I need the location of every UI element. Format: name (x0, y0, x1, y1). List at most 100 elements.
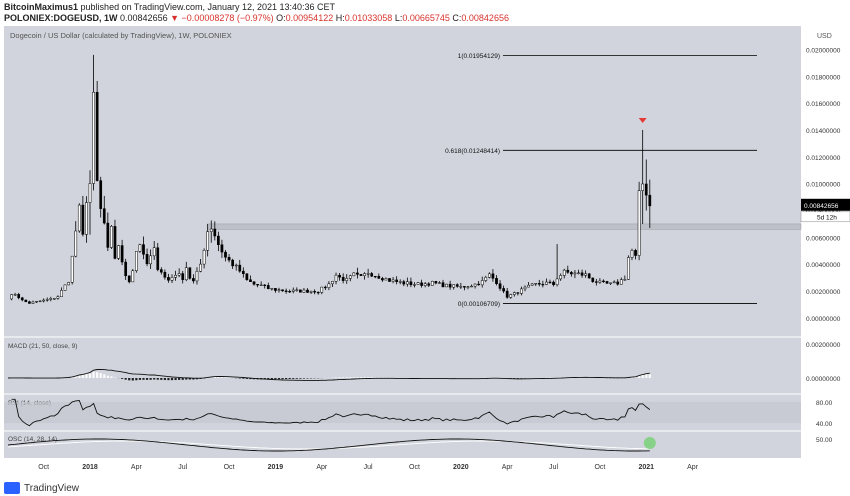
macd-tick-label: 0.00000000 (806, 376, 841, 383)
fib-label: 1(0.01954129) (458, 53, 500, 60)
osc-label: OSC (14, 28, 14) (8, 436, 57, 443)
price-change: −0.00008278 (−0.97%) (181, 13, 274, 23)
macd-histogram-bar (88, 373, 92, 378)
candle-body (381, 278, 384, 281)
candle-body (516, 292, 520, 294)
candle-body (266, 285, 270, 289)
candle-body (619, 279, 623, 285)
low-value: 0.00665745 (402, 13, 450, 23)
candle-body (366, 273, 370, 275)
candle-body (249, 279, 252, 283)
macd-histogram-bar (641, 374, 644, 378)
candle-body (405, 281, 409, 285)
candle-body (502, 288, 505, 292)
candle-body (209, 228, 213, 232)
macd-histogram-bar (142, 378, 145, 380)
candle-body (159, 269, 163, 273)
candle-body (413, 284, 416, 286)
candle-body (570, 272, 573, 275)
macd-histogram-bar (103, 374, 106, 378)
macd-histogram-bar (113, 377, 117, 378)
candle-body (217, 235, 220, 245)
macd-histogram-bar (145, 378, 149, 380)
time-tick-label: Oct (594, 464, 605, 471)
candle-body (163, 271, 167, 278)
candle-body (31, 301, 35, 304)
time-tick-label: 2021 (638, 464, 654, 471)
macd-histogram-bar (342, 377, 345, 378)
macd-histogram-bar (99, 373, 102, 378)
candle-body (388, 278, 391, 282)
high-value: 0.01033058 (344, 13, 393, 23)
candle-body (120, 245, 124, 263)
high-label: H: (335, 13, 345, 23)
macd-histogram-bar (292, 378, 295, 379)
macd-histogram-bar (217, 376, 220, 378)
down-triangle-icon (638, 117, 647, 123)
open-label: O: (276, 13, 286, 23)
candle-body (577, 272, 580, 274)
candle-body (363, 273, 366, 276)
macd-histogram-bar (153, 378, 156, 380)
macd-histogram-bar (167, 378, 170, 381)
candle-body (505, 290, 509, 298)
osc-line (7, 438, 650, 452)
countdown-tag-bg (800, 211, 850, 223)
macd-histogram-bar (299, 378, 302, 379)
publish-line: BitcoinMaximus1 published on TradingView… (4, 2, 335, 12)
candle-body (498, 283, 502, 289)
chart-background (4, 26, 801, 458)
candle-body (316, 291, 320, 294)
candle-body (637, 190, 641, 256)
candle-body (427, 283, 431, 286)
macd-histogram-bar (302, 378, 306, 379)
candle-body (149, 255, 152, 265)
candle-body (92, 91, 95, 184)
macd-histogram-bar (334, 377, 338, 378)
candle-body (584, 273, 587, 276)
publisher-name[interactable]: BitcoinMaximus1 (4, 2, 79, 12)
brand-label: TradingView (24, 482, 80, 494)
candle-body (281, 289, 284, 292)
macd-histogram-bar (285, 378, 288, 380)
candle-body (594, 281, 598, 283)
candle-body (559, 275, 563, 280)
candle-body (648, 194, 652, 207)
candle-body (548, 281, 552, 284)
macd-histogram-bar (156, 378, 159, 380)
chart-area[interactable]: Dogecoin / US Dollar (calculated by Trad… (0, 26, 850, 476)
candle-body (452, 284, 456, 288)
candle-body (245, 273, 249, 280)
candle-body (291, 289, 295, 292)
candle-body (263, 284, 267, 286)
candle-body (252, 281, 256, 285)
candle-body (88, 183, 92, 203)
candle-body (323, 286, 327, 289)
candle-body (334, 274, 338, 282)
macd-histogram-bar (188, 378, 191, 380)
candle-body (484, 277, 488, 281)
candle-body (38, 300, 42, 303)
candle-body (445, 283, 448, 288)
candle-body (152, 247, 156, 257)
candle-body (20, 297, 24, 301)
time-tick-label: Jul (364, 464, 373, 471)
last-price: 0.00842656 (120, 13, 168, 23)
candle-body (616, 281, 620, 285)
candle-body (270, 288, 274, 290)
candle-body (409, 281, 413, 286)
candle-body (509, 294, 513, 298)
macd-histogram-bar (249, 378, 252, 380)
top-marker (638, 117, 647, 123)
candle-body (81, 204, 85, 235)
candle-body (552, 281, 555, 285)
candle-body (530, 283, 534, 286)
candle-body (117, 245, 120, 259)
candle-body (580, 272, 584, 276)
candle-body (110, 226, 113, 248)
candle-body (188, 267, 192, 279)
candle-body (470, 285, 473, 288)
candlesticks (10, 54, 652, 304)
candle-body (587, 273, 591, 279)
macd-histogram-bar (634, 377, 637, 378)
